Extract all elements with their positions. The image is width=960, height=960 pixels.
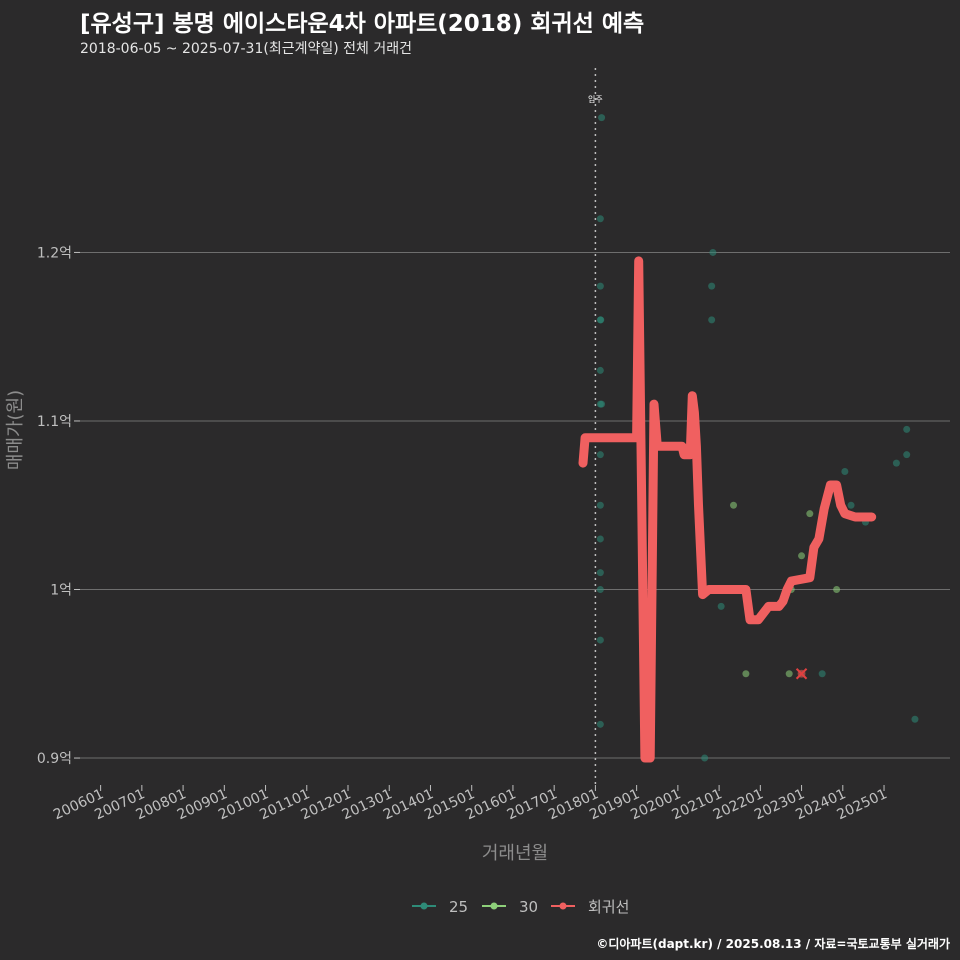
point-25 bbox=[709, 248, 717, 256]
point-25 bbox=[596, 215, 604, 223]
legend-key-dot bbox=[490, 902, 498, 910]
point-25 bbox=[892, 459, 900, 467]
point-25 bbox=[596, 636, 604, 644]
point-25 bbox=[708, 282, 716, 290]
point-25 bbox=[596, 720, 604, 728]
point-25 bbox=[596, 451, 604, 459]
point-30 bbox=[742, 670, 750, 678]
legend: 25 30 회귀선 bbox=[412, 898, 629, 916]
prediction-cross-b bbox=[795, 668, 808, 680]
legend-label: 회귀선 bbox=[588, 898, 629, 916]
point-25 bbox=[596, 282, 604, 290]
point-25 bbox=[598, 114, 606, 122]
point-30 bbox=[798, 552, 806, 560]
point-25 bbox=[818, 670, 826, 678]
x-axis-title: 거래년월 bbox=[482, 843, 548, 864]
chart-title: [유성구] 봉명 에이스타운4차 아파트(2018) 회귀선 예측 bbox=[80, 11, 645, 37]
point-25 bbox=[717, 602, 725, 610]
point-25 bbox=[903, 425, 911, 433]
y-tick-label: 1.2억 bbox=[37, 245, 72, 261]
point-25 bbox=[841, 468, 849, 476]
y-tick-label: 1.1억 bbox=[37, 414, 72, 430]
legend-label: 25 bbox=[449, 898, 468, 916]
point-30 bbox=[833, 586, 841, 594]
point-25 bbox=[597, 316, 605, 324]
point-25 bbox=[903, 451, 911, 459]
regression-line bbox=[578, 256, 877, 763]
legend-item-회귀선: 회귀선 bbox=[551, 898, 629, 916]
point-25 bbox=[596, 586, 604, 594]
chart-subtitle: 2018-06-05 ~ 2025-07-31(최근계약일) 전체 거래건 bbox=[80, 41, 412, 57]
point-25 bbox=[708, 316, 716, 324]
legend-label: 30 bbox=[519, 898, 538, 916]
regression-line-layer bbox=[578, 256, 877, 763]
point-25 bbox=[701, 754, 709, 762]
legend-item-25: 25 bbox=[412, 898, 468, 916]
point-25 bbox=[847, 501, 855, 509]
legend-key-dot bbox=[559, 902, 567, 910]
point-25 bbox=[596, 535, 604, 543]
point-25 bbox=[911, 715, 919, 723]
y-tick-label: 0.9억 bbox=[37, 751, 72, 767]
move-in-label: 입주 bbox=[588, 95, 603, 104]
prediction-marker bbox=[795, 668, 808, 680]
point-25 bbox=[596, 569, 604, 577]
point-25 bbox=[598, 400, 606, 408]
point-30 bbox=[730, 501, 738, 509]
tick-layer: 0.9억1억1.1억1.2억20060120070120080120090120… bbox=[37, 245, 890, 823]
y-axis-title: 매매가(원) bbox=[5, 390, 26, 470]
legend-item-30: 30 bbox=[482, 898, 538, 916]
point-30 bbox=[785, 670, 793, 678]
source-caption: ©디아파트(dapt.kr) / 2025.08.13 / 자료=국토교통부 실… bbox=[596, 937, 950, 951]
point-30 bbox=[806, 510, 814, 518]
grid-layer bbox=[80, 251, 950, 759]
point-25 bbox=[596, 366, 604, 374]
y-tick-label: 1억 bbox=[50, 583, 72, 599]
points-layer bbox=[596, 114, 919, 762]
annotation-layer: 입주 bbox=[588, 68, 603, 785]
point-25 bbox=[596, 501, 604, 509]
legend-key-dot bbox=[420, 902, 428, 910]
